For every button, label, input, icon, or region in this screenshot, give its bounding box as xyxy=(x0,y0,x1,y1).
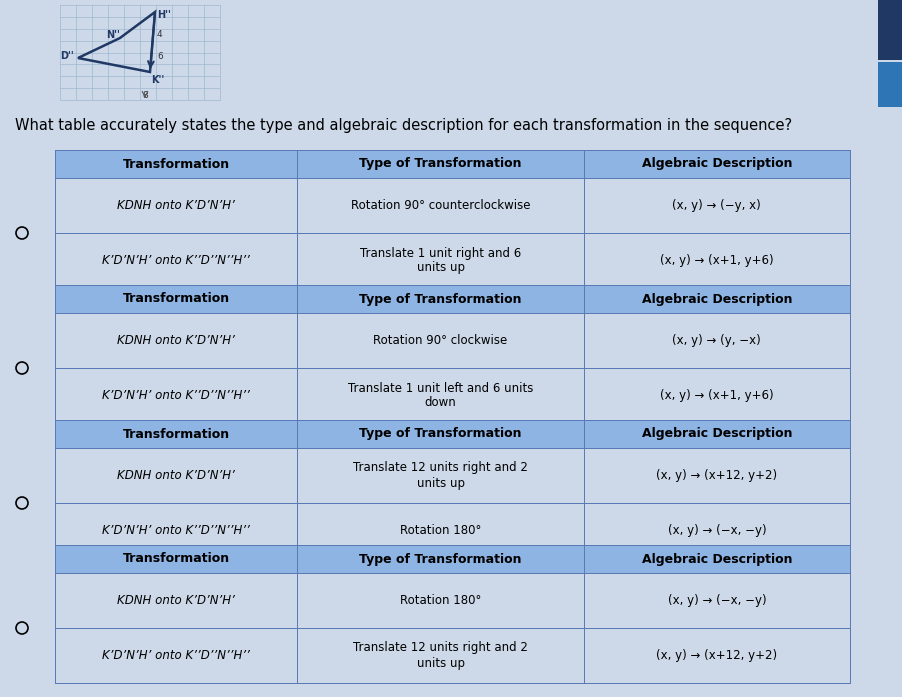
Bar xyxy=(55,503,850,558)
Text: Algebraic Description: Algebraic Description xyxy=(641,293,792,305)
Text: H'': H'' xyxy=(157,10,170,20)
Text: Transformation: Transformation xyxy=(123,553,230,565)
Text: Type of Transformation: Type of Transformation xyxy=(359,158,522,171)
Bar xyxy=(298,503,584,558)
Text: (x, y) → (x+1, y+6): (x, y) → (x+1, y+6) xyxy=(660,389,774,402)
Text: KDNH onto K’D’N’H’: KDNH onto K’D’N’H’ xyxy=(117,469,235,482)
Text: K’D’N’H’ onto K’’D’’N’’H’’: K’D’N’H’ onto K’’D’’N’’H’’ xyxy=(102,524,250,537)
Text: Rotation 90° clockwise: Rotation 90° clockwise xyxy=(373,334,508,347)
Bar xyxy=(55,368,298,423)
Bar xyxy=(584,233,850,288)
Bar xyxy=(584,420,850,448)
Text: K’D’N’H’ onto K’’D’’N’’H’’: K’D’N’H’ onto K’’D’’N’’H’’ xyxy=(102,649,250,662)
Bar xyxy=(298,448,584,503)
Bar xyxy=(55,628,298,683)
Text: Type of Transformation: Type of Transformation xyxy=(359,427,522,441)
Bar xyxy=(298,545,584,573)
Text: (x, y) → (x+12, y+2): (x, y) → (x+12, y+2) xyxy=(657,649,778,662)
Bar xyxy=(584,545,850,573)
Bar xyxy=(584,178,850,233)
Bar xyxy=(584,285,850,313)
Bar xyxy=(55,503,298,558)
Text: (x, y) → (x+12, y+2): (x, y) → (x+12, y+2) xyxy=(657,469,778,482)
Bar xyxy=(55,150,298,178)
Bar xyxy=(298,285,584,313)
Text: Algebraic Description: Algebraic Description xyxy=(641,427,792,441)
Bar xyxy=(55,545,298,573)
Text: Type of Transformation: Type of Transformation xyxy=(359,293,522,305)
Text: Transformation: Transformation xyxy=(123,293,230,305)
Text: N'': N'' xyxy=(106,30,120,40)
Text: What table accurately states the type and algebraic description for each transfo: What table accurately states the type an… xyxy=(15,118,792,133)
Bar xyxy=(298,420,584,448)
Text: K'': K'' xyxy=(151,75,164,85)
Text: Rotation 180°: Rotation 180° xyxy=(400,524,482,537)
Bar xyxy=(55,420,298,448)
Bar xyxy=(298,178,584,233)
Bar xyxy=(298,150,584,178)
Text: K’D’N’H’ onto K’’D’’N’’H’’: K’D’N’H’ onto K’’D’’N’’H’’ xyxy=(102,389,250,402)
Text: KDNH onto K’D’N’H’: KDNH onto K’D’N’H’ xyxy=(117,334,235,347)
Bar xyxy=(298,233,584,288)
Bar xyxy=(55,285,850,313)
Text: K’D’N’H’ onto K’’D’’N’’H’’: K’D’N’H’ onto K’’D’’N’’H’’ xyxy=(102,254,250,267)
Text: (x, y) → (y, −x): (x, y) → (y, −x) xyxy=(673,334,761,347)
Bar xyxy=(298,573,584,628)
Bar xyxy=(584,448,850,503)
Text: Transformation: Transformation xyxy=(123,158,230,171)
Text: 6: 6 xyxy=(157,52,162,61)
Text: (x, y) → (−y, x): (x, y) → (−y, x) xyxy=(673,199,761,212)
Bar xyxy=(298,628,584,683)
Bar xyxy=(55,573,850,628)
Text: (x, y) → (−x, −y): (x, y) → (−x, −y) xyxy=(667,594,766,607)
Text: Translate 1 unit right and 6
units up: Translate 1 unit right and 6 units up xyxy=(360,247,521,275)
Bar xyxy=(55,573,298,628)
Bar xyxy=(55,285,298,313)
Text: 4: 4 xyxy=(157,30,162,39)
Bar xyxy=(55,420,850,448)
Bar xyxy=(298,368,584,423)
Text: Rotation 180°: Rotation 180° xyxy=(400,594,482,607)
Text: (x, y) → (−x, −y): (x, y) → (−x, −y) xyxy=(667,524,766,537)
Text: KDNH onto K’D’N’H’: KDNH onto K’D’N’H’ xyxy=(117,199,235,212)
Text: Translate 12 units right and 2
units up: Translate 12 units right and 2 units up xyxy=(354,461,528,489)
Text: KDNH onto K’D’N’H’: KDNH onto K’D’N’H’ xyxy=(117,594,235,607)
Bar xyxy=(55,448,850,503)
Bar xyxy=(878,62,902,107)
Text: 8: 8 xyxy=(143,91,148,100)
Text: Rotation 90° counterclockwise: Rotation 90° counterclockwise xyxy=(351,199,530,212)
Bar xyxy=(584,150,850,178)
Bar xyxy=(55,178,850,233)
Text: D'': D'' xyxy=(60,51,74,61)
Bar xyxy=(55,313,850,368)
Bar xyxy=(584,503,850,558)
Bar xyxy=(55,233,298,288)
Bar xyxy=(55,150,850,178)
Bar xyxy=(298,313,584,368)
Bar xyxy=(584,368,850,423)
Bar xyxy=(55,368,850,423)
Text: (x, y) → (x+1, y+6): (x, y) → (x+1, y+6) xyxy=(660,254,774,267)
Bar xyxy=(55,628,850,683)
Text: Transformation: Transformation xyxy=(123,427,230,441)
Text: Algebraic Description: Algebraic Description xyxy=(641,553,792,565)
Bar xyxy=(584,573,850,628)
Bar xyxy=(584,313,850,368)
Bar xyxy=(55,448,298,503)
Bar xyxy=(55,233,850,288)
Bar xyxy=(878,0,902,60)
Text: Translate 1 unit left and 6 units
down: Translate 1 unit left and 6 units down xyxy=(348,381,533,410)
Bar xyxy=(584,628,850,683)
Bar xyxy=(55,178,298,233)
Bar xyxy=(55,545,850,573)
Text: Algebraic Description: Algebraic Description xyxy=(641,158,792,171)
Text: Translate 12 units right and 2
units up: Translate 12 units right and 2 units up xyxy=(354,641,528,670)
Text: Type of Transformation: Type of Transformation xyxy=(359,553,522,565)
Bar xyxy=(55,313,298,368)
